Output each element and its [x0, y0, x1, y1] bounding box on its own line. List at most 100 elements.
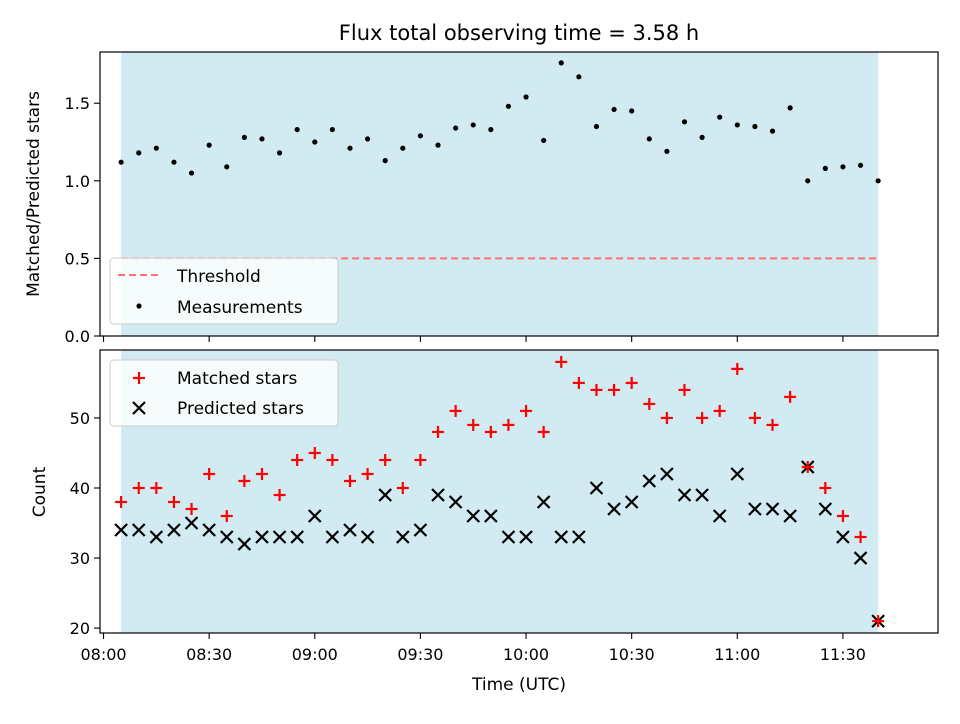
matched-stars-point — [255, 467, 268, 480]
predicted-stars-point — [748, 502, 762, 516]
measurement-point — [629, 108, 635, 114]
y-tick-label: 30 — [70, 549, 90, 568]
measurement-point — [664, 148, 670, 154]
matched-stars-point — [273, 489, 286, 502]
predicted-stars-point — [272, 530, 287, 544]
measurement-point — [206, 142, 212, 148]
top-axis-ticks: 0.0 0.5 1.0 1.5 — [65, 94, 844, 346]
predicted-stars-point — [325, 530, 340, 544]
measurement-point — [435, 142, 441, 148]
matched-stars-point — [150, 481, 163, 494]
predicted-stars-point — [677, 488, 692, 502]
matched-stars-point — [308, 446, 321, 459]
top-legend: Threshold Measurements — [109, 257, 339, 325]
bottom-panel: 20 30 40 50 08:00 08:30 09:00 09:30 10:00 10:30 11… — [30, 349, 939, 695]
predicted-stars-point — [378, 488, 392, 502]
measurement-point — [541, 137, 547, 144]
measurement-point — [576, 74, 582, 80]
measurement-point — [857, 162, 864, 168]
x-tick-label: 08:00 — [80, 645, 126, 664]
measurement-points — [118, 60, 881, 184]
predicted-stars-point — [413, 523, 428, 537]
matched-stars-point — [379, 453, 392, 466]
x-tick-label: 11:00 — [714, 645, 760, 664]
measurement-point — [875, 178, 881, 184]
matched-stars-point — [520, 404, 533, 417]
measurement-point — [505, 103, 512, 109]
matched-stars-point — [167, 496, 180, 509]
matched-stars-point — [766, 418, 779, 431]
measurement-point — [805, 178, 811, 184]
matched-stars-point — [115, 496, 128, 509]
predicted-stars-point — [448, 495, 463, 509]
measurement-point — [171, 159, 177, 165]
measurement-point — [646, 136, 652, 142]
matched-stars-point — [678, 383, 691, 396]
matched-stars-point — [326, 453, 339, 466]
matched-stars-point — [801, 460, 814, 473]
matched-stars-point — [731, 362, 744, 375]
measurement-point — [840, 164, 846, 170]
predicted-stars-point — [237, 537, 252, 551]
matched-stars-point — [784, 390, 797, 403]
y-tick-label: 0.5 — [65, 249, 90, 268]
bottom-legend: Matched stars Predicted stars — [109, 359, 339, 427]
measurement-point — [417, 133, 424, 139]
measurement-point — [347, 145, 353, 151]
measurement-point — [294, 126, 300, 133]
matched-stars-point — [819, 481, 832, 494]
x-tick-label: 10:30 — [609, 645, 655, 664]
measurement-point — [241, 134, 247, 140]
predicted-stars-point — [431, 488, 445, 502]
predicted-stars-point — [712, 509, 727, 523]
predicted-stars-point — [624, 495, 639, 509]
measurement-point — [153, 145, 159, 151]
matched-stars-point — [555, 355, 568, 368]
matched-stars-point — [625, 376, 638, 389]
y-tick-label: 1.5 — [65, 94, 90, 113]
measurement-point — [276, 150, 283, 156]
matched-stars-point — [467, 418, 480, 431]
measurement-point — [453, 125, 459, 131]
matched-stars-point — [449, 404, 462, 417]
count-points — [114, 355, 885, 628]
matched-stars-point — [836, 510, 849, 523]
matched-stars-point — [537, 425, 550, 438]
measurement-point — [488, 126, 494, 133]
bottom-legend-box — [109, 359, 339, 427]
matched-stars-point — [608, 383, 621, 396]
y-tick-label: 20 — [70, 619, 90, 638]
legend-matched-swatch — [133, 372, 145, 384]
predicted-stars-point — [554, 530, 569, 544]
matched-stars-point — [396, 481, 409, 494]
predicted-stars-point — [167, 523, 181, 537]
predicted-stars-point — [202, 523, 216, 537]
measurement-point — [118, 159, 124, 165]
measurement-point — [787, 105, 793, 111]
x-tick-label: 08:30 — [186, 645, 232, 664]
matched-stars-point — [502, 418, 515, 431]
measurement-point — [611, 106, 617, 113]
predicted-stars-point — [853, 551, 868, 565]
predicted-stars-point — [660, 467, 674, 481]
measurement-point — [717, 114, 723, 120]
predicted-stars-point — [695, 488, 709, 502]
measurement-point — [523, 94, 529, 100]
x-tick-label: 11:30 — [820, 645, 866, 664]
measurement-point — [752, 123, 758, 130]
predicted-stars-point — [589, 481, 604, 495]
matched-stars-point — [484, 425, 497, 438]
predicted-stars-point — [572, 530, 586, 544]
bottom-axis-ticks: 20 30 40 50 08:00 08:30 09:00 09:30 10:00 10:30 11… — [70, 409, 866, 664]
predicted-stars-point — [536, 495, 551, 509]
y-tick-label: 50 — [70, 409, 90, 428]
predicted-stars-point — [290, 530, 304, 544]
predicted-stars-point — [836, 530, 850, 544]
predicted-stars-point — [149, 530, 164, 544]
measurement-point — [136, 150, 142, 156]
predicted-stars-point — [114, 523, 128, 537]
y-tick-label: 40 — [70, 479, 90, 498]
measurement-point — [259, 136, 265, 142]
predicted-stars-point — [783, 509, 797, 523]
matched-stars-point — [713, 404, 726, 417]
